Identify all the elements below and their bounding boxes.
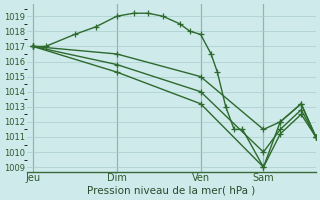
X-axis label: Pression niveau de la mer( hPa ): Pression niveau de la mer( hPa ) — [87, 186, 255, 196]
